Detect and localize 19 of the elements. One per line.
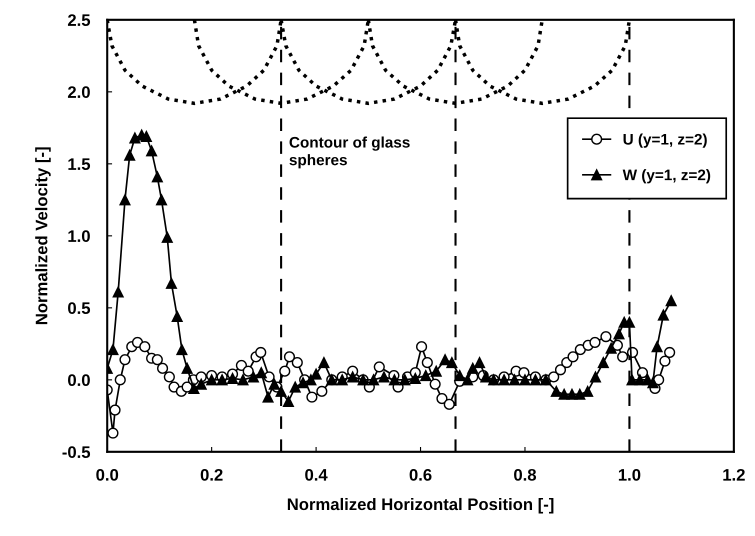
y-tick-label: 2.0 bbox=[68, 86, 90, 98]
x-tick-label: 0.0 bbox=[96, 468, 118, 481]
x-tick-label: 0.2 bbox=[200, 468, 223, 481]
y-tick-label: 1.5 bbox=[68, 158, 90, 170]
x-tick-label: 1.0 bbox=[618, 468, 640, 481]
y-axis-title: Normalized Velocity [-] bbox=[35, 147, 51, 324]
x-tick-label: 0.6 bbox=[410, 468, 432, 481]
annotation: Contour of glass spheres bbox=[289, 136, 410, 168]
x-tick-label: 0.8 bbox=[514, 468, 536, 481]
y-tick-label: 0.0 bbox=[68, 374, 90, 386]
legend-label: U (y=1, z=2) bbox=[624, 133, 707, 148]
legend-label: W (y=1, z=2) bbox=[622, 169, 710, 184]
x-tick-label: 1.2 bbox=[723, 468, 745, 481]
y-tick-label: 2.5 bbox=[68, 14, 90, 26]
y-tick-label: 0.5 bbox=[68, 302, 90, 314]
y-tick-label: -0.5 bbox=[62, 446, 90, 458]
x-tick-label: 0.4 bbox=[305, 468, 328, 481]
x-axis-title: Normalized Horizontal Position [-] bbox=[288, 498, 554, 514]
y-tick-label: 1.0 bbox=[68, 230, 90, 242]
